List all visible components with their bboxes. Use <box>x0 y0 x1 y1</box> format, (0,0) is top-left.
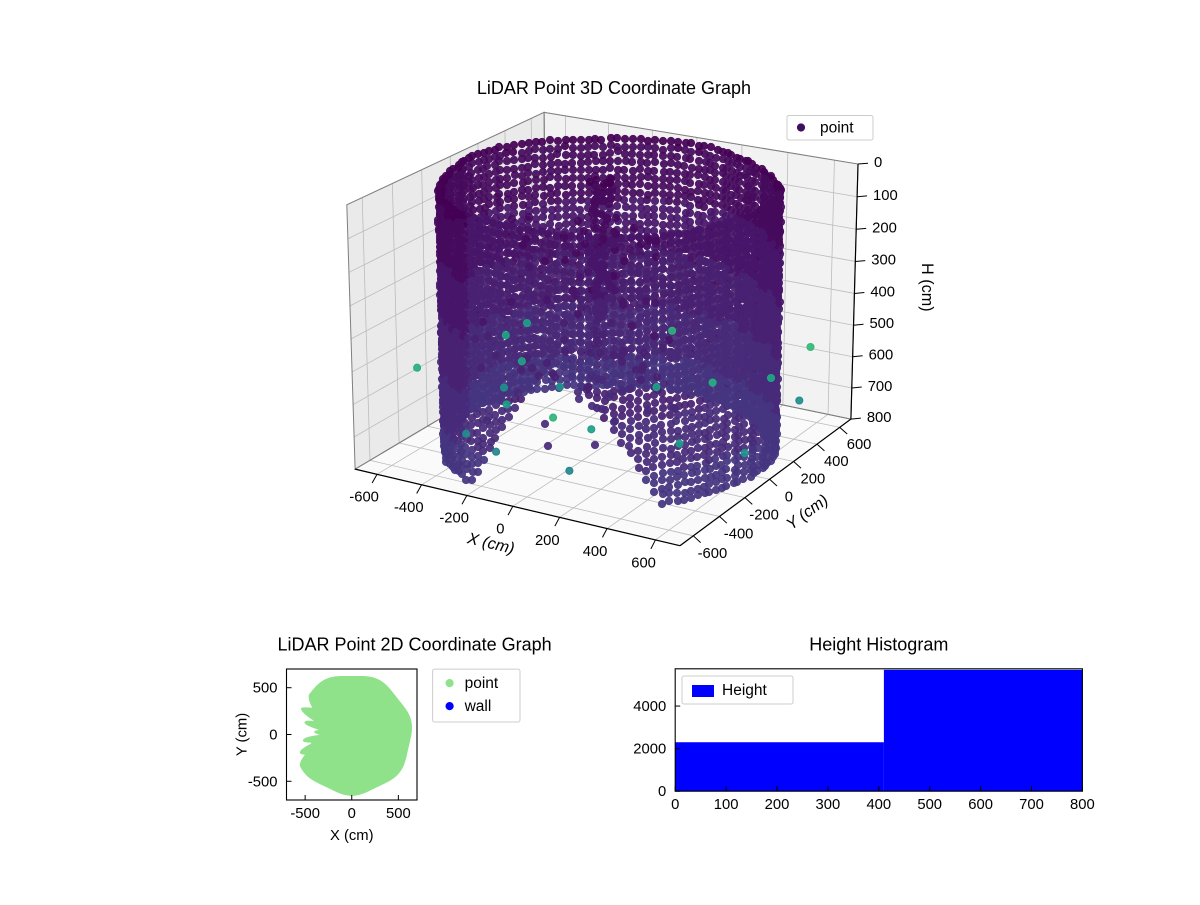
svg-text:300: 300 <box>816 797 841 813</box>
svg-text:500: 500 <box>386 806 411 822</box>
svg-text:-600: -600 <box>698 546 728 562</box>
svg-text:200: 200 <box>765 797 790 813</box>
svg-text:500: 500 <box>869 316 894 332</box>
svg-text:X (cm): X (cm) <box>330 828 374 844</box>
svg-text:-200: -200 <box>439 511 469 527</box>
svg-text:100: 100 <box>714 797 739 813</box>
svg-text:300: 300 <box>871 253 896 269</box>
svg-text:Height Histogram: Height Histogram <box>809 635 948 655</box>
svg-text:LiDAR Point 2D Coordinate Grap: LiDAR Point 2D Coordinate Graph <box>278 635 552 655</box>
svg-text:-400: -400 <box>724 527 754 543</box>
svg-text:400: 400 <box>866 797 891 813</box>
svg-text:0: 0 <box>785 489 793 505</box>
svg-text:800: 800 <box>1070 797 1095 813</box>
svg-text:-200: -200 <box>749 508 779 524</box>
svg-text:2000: 2000 <box>633 742 666 758</box>
svg-text:100: 100 <box>873 188 898 204</box>
svg-text:-400: -400 <box>394 500 424 516</box>
svg-text:400: 400 <box>583 544 608 560</box>
svg-text:0: 0 <box>874 155 882 171</box>
svg-text:0: 0 <box>671 797 679 813</box>
svg-text:500: 500 <box>253 681 278 697</box>
svg-text:700: 700 <box>868 379 893 395</box>
svg-text:200: 200 <box>535 533 560 549</box>
svg-text:600: 600 <box>631 556 656 572</box>
svg-text:700: 700 <box>1019 797 1044 813</box>
svg-text:0: 0 <box>658 784 666 800</box>
svg-text:800: 800 <box>867 410 892 426</box>
svg-text:-600: -600 <box>349 489 379 505</box>
svg-text:400: 400 <box>824 454 849 470</box>
svg-text:200: 200 <box>801 471 826 487</box>
svg-text:-500: -500 <box>290 806 320 822</box>
svg-text:4000: 4000 <box>633 699 666 715</box>
svg-text:600: 600 <box>869 348 894 364</box>
svg-text:200: 200 <box>872 220 897 236</box>
svg-text:0: 0 <box>348 806 356 822</box>
svg-text:-500: -500 <box>248 774 278 790</box>
svg-text:500: 500 <box>917 797 942 813</box>
svg-text:point: point <box>820 120 854 137</box>
svg-text:400: 400 <box>870 285 895 301</box>
svg-text:0: 0 <box>269 728 277 744</box>
svg-text:Y (cm): Y (cm) <box>235 713 251 756</box>
svg-text:Height: Height <box>722 682 767 699</box>
svg-text:H (cm): H (cm) <box>918 263 936 312</box>
svg-text:wall: wall <box>464 698 492 715</box>
svg-text:point: point <box>465 675 499 692</box>
svg-text:LiDAR Point 3D Coordinate Grap: LiDAR Point 3D Coordinate Graph <box>477 78 751 98</box>
svg-text:600: 600 <box>968 797 993 813</box>
svg-text:600: 600 <box>847 437 872 453</box>
